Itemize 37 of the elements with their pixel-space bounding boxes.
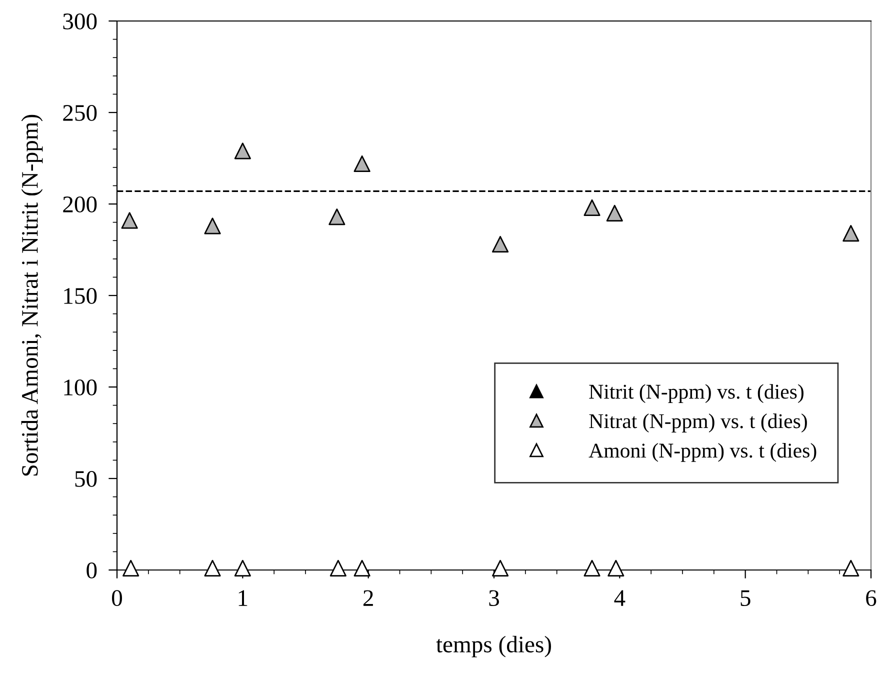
legend-label: Nitrit (N-ppm) vs. t (dies) [589, 384, 804, 404]
x-axis-title: temps (dies) [436, 636, 551, 658]
x-tick-label: 5 [740, 590, 750, 606]
y-tick-label: 250 [63, 104, 97, 121]
point [121, 212, 138, 229]
y-tick-label: 200 [63, 196, 97, 212]
y-tick-label: 300 [63, 13, 97, 30]
point [842, 224, 860, 242]
x-tick-label: 3 [489, 590, 499, 606]
point [330, 560, 346, 576]
point [234, 560, 251, 576]
point [122, 560, 140, 576]
point [584, 199, 600, 216]
point [354, 560, 370, 576]
x-tick-label: 6 [866, 590, 876, 606]
x-tick-label: 0 [112, 590, 122, 606]
point [606, 204, 623, 222]
legend-label: Nitrat (N-ppm) vs. t (dies) [589, 414, 807, 432]
legend-label: Amoni (N-ppm) vs. t (dies) [588, 442, 816, 462]
y-tick-label: 100 [64, 379, 97, 396]
point [328, 208, 346, 226]
point [492, 560, 509, 576]
y-tick-label: 0 [86, 562, 97, 578]
x-tick-label: 1 [238, 590, 248, 606]
point [584, 560, 600, 576]
point [204, 560, 221, 576]
y-axis-title: Sortida Amoni, Nitrat i Nitrit (N-ppm) [21, 114, 43, 476]
point [492, 236, 509, 253]
x-tick-label: 2 [363, 590, 373, 606]
point [842, 560, 860, 576]
point [204, 218, 221, 234]
point [354, 155, 370, 172]
point [234, 142, 251, 160]
point [608, 560, 624, 576]
x-tick-label: 4 [614, 590, 626, 606]
y-tick-label: 50 [75, 470, 97, 487]
y-tick-label: 150 [64, 288, 97, 304]
